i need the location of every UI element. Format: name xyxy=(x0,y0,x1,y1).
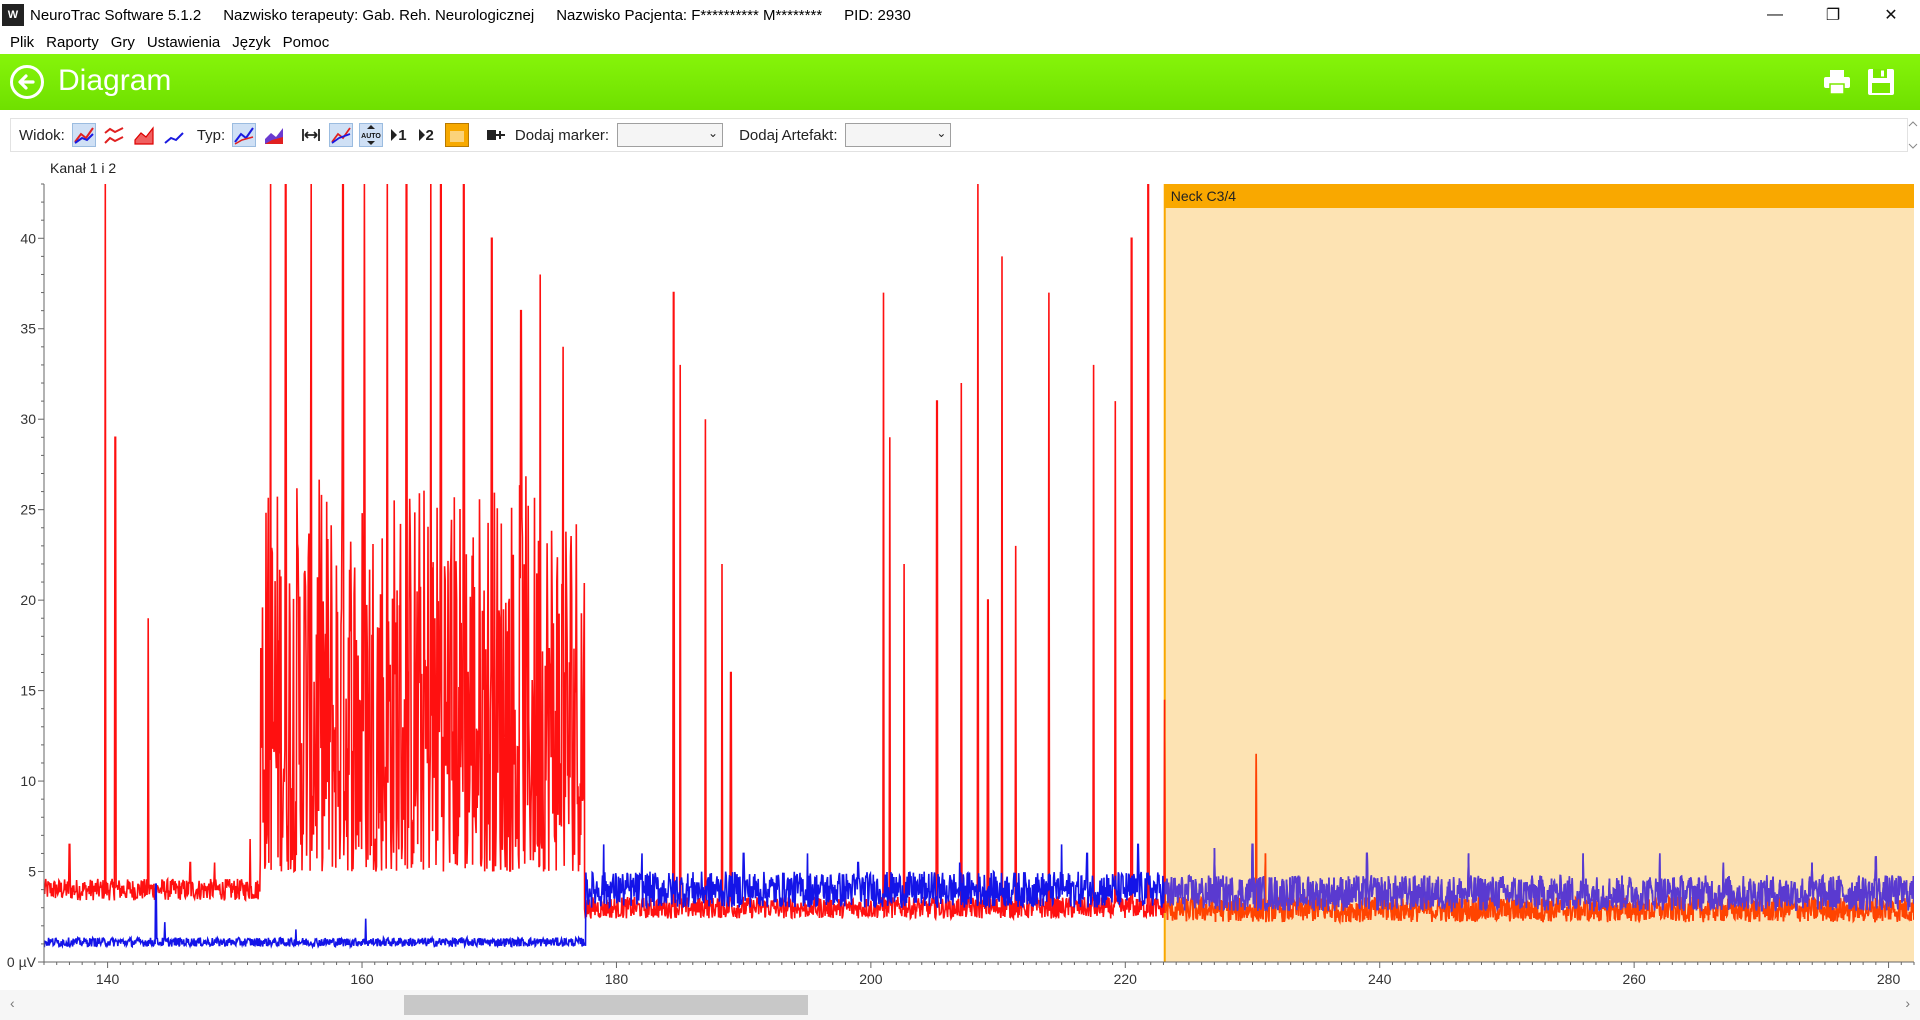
chart-line-blue-icon xyxy=(164,132,184,144)
x-tick-label: 160 xyxy=(350,971,374,987)
auto-scale-icon: AUTO xyxy=(361,125,382,145)
floppy-disk-icon xyxy=(1868,69,1894,95)
triangle-right-icon xyxy=(418,129,425,141)
patient-name: Nazwisko Pacjenta: F********** M******** xyxy=(556,6,823,24)
series-line-2-artifact xyxy=(1164,843,1914,913)
view-ch2-button[interactable] xyxy=(162,123,186,147)
x-tick-label: 180 xyxy=(605,971,629,987)
menu-item-plik[interactable]: Plik xyxy=(10,33,35,51)
artifact-toggle-button[interactable] xyxy=(444,123,469,147)
menu-item-ustawienia[interactable]: Ustawienia xyxy=(146,33,221,51)
line-chart-icon xyxy=(234,127,255,145)
patient-id: PID: 2930 xyxy=(844,6,911,24)
add-artifact-label: Dodaj Artefakt: xyxy=(739,126,838,144)
toolbar-scroll-arrows[interactable] xyxy=(1906,118,1920,152)
artifact-block-icon xyxy=(449,131,464,142)
arrows-horizontal-icon xyxy=(302,129,321,141)
chevron-down-icon: ⌄ xyxy=(708,126,719,140)
minimize-button[interactable]: — xyxy=(1767,6,1783,23)
x-tick-label: 140 xyxy=(96,971,120,987)
arrow-left-icon xyxy=(18,74,35,90)
artifact-label: Neck C3/4 xyxy=(1171,188,1237,204)
y-tick-label: 40 xyxy=(20,230,36,246)
add-marker-icon xyxy=(486,130,505,140)
back-button[interactable] xyxy=(10,65,44,99)
chart-toolbar: Widok: Typ: AUTO 1 2 Dodaj marker: ⌄ Dod… xyxy=(10,118,1908,152)
marker-icon-button[interactable] xyxy=(484,123,508,147)
page-header: Diagram xyxy=(0,54,1920,110)
channel-2-label: 2 xyxy=(425,126,434,144)
zoom-chart-icon xyxy=(331,127,351,144)
menu-item-pomoc[interactable]: Pomoc xyxy=(282,33,330,51)
print-button[interactable] xyxy=(1822,68,1852,96)
menu-item-gry[interactable]: Gry xyxy=(110,33,135,51)
chevron-down-icon: ⌄ xyxy=(936,126,947,140)
view-split-button[interactable] xyxy=(102,123,126,147)
horizontal-scrollbar[interactable]: ‹ › xyxy=(0,990,1920,1020)
type-area-button[interactable] xyxy=(262,123,286,147)
therapist-name: Nazwisko terapeuty: Gab. Reh. Neurologic… xyxy=(223,6,535,24)
y-tick-label: 30 xyxy=(20,411,36,427)
view-label: Widok: xyxy=(19,126,65,144)
channel-1-button[interactable]: 1 xyxy=(390,123,407,147)
printer-icon xyxy=(1824,70,1850,95)
close-button[interactable]: ✕ xyxy=(1884,7,1898,24)
add-marker-select[interactable]: ⌄ xyxy=(617,123,724,147)
zoom-chart-button[interactable] xyxy=(329,123,354,147)
scroll-arrows-icon xyxy=(1908,121,1918,149)
area-chart-icon xyxy=(265,128,284,144)
menu-bar: Plik Raporty Gry Ustawienia Język Pomoc xyxy=(0,30,1920,54)
y-tick-label: 5 xyxy=(28,864,36,880)
channel-2-button[interactable]: 2 xyxy=(418,123,434,147)
x-tick-label: 200 xyxy=(859,971,883,987)
type-line-button[interactable] xyxy=(232,123,257,147)
restore-button[interactable]: ❐ xyxy=(1825,7,1841,24)
x-tick-label: 240 xyxy=(1368,971,1392,987)
type-label: Typ: xyxy=(196,126,226,144)
view-ch1-button[interactable] xyxy=(132,123,156,147)
y-tick-label: 15 xyxy=(20,683,36,699)
emg-chart[interactable]: Neck C3/4 0 µV 5 10 15 20 25 30 35 40 140 160 180 200… xyxy=(0,176,1920,990)
scroll-right-icon[interactable]: › xyxy=(1905,995,1910,1011)
x-tick-label: 220 xyxy=(1114,971,1138,987)
y-tick-label: 35 xyxy=(20,321,36,337)
svg-text:AUTO: AUTO xyxy=(361,133,381,140)
app-title: NeuroTrac Software 5.1.2 xyxy=(30,6,202,24)
app-logo-icon: W xyxy=(2,4,24,26)
add-marker-label: Dodaj marker: xyxy=(514,126,610,144)
triangle-right-icon xyxy=(391,129,398,141)
y-tick-label: 10 xyxy=(20,773,36,789)
chart-title: Kanał 1 i 2 xyxy=(50,160,117,176)
channel-1-label: 1 xyxy=(398,126,407,144)
add-artifact-select[interactable]: ⌄ xyxy=(845,123,952,147)
title-bar: W NeuroTrac Software 5.1.2 Nazwisko tera… xyxy=(0,0,1920,30)
scrollbar-thumb[interactable] xyxy=(404,995,808,1015)
y-tick-label: 0 µV xyxy=(7,954,37,970)
page-title: Diagram xyxy=(58,64,172,97)
x-tick-label: 280 xyxy=(1877,971,1901,987)
auto-scale-button[interactable]: AUTO xyxy=(359,123,384,147)
x-tick-label: 260 xyxy=(1622,971,1646,987)
view-overlay-button[interactable] xyxy=(71,123,96,147)
artifact-region xyxy=(1164,184,1914,962)
y-tick-label: 25 xyxy=(20,502,36,518)
fit-width-button[interactable] xyxy=(299,123,323,147)
artifact-header xyxy=(1164,184,1914,208)
scroll-left-icon[interactable]: ‹ xyxy=(10,995,15,1011)
menu-item-raporty[interactable]: Raporty xyxy=(46,33,99,51)
chart-split-icon xyxy=(104,127,124,144)
chart-overlay-icon xyxy=(74,127,94,144)
menu-item-jezyk[interactable]: Język xyxy=(232,33,271,51)
chart-area-red-icon xyxy=(134,126,154,145)
save-button[interactable] xyxy=(1866,68,1896,96)
y-tick-label: 20 xyxy=(20,592,36,608)
